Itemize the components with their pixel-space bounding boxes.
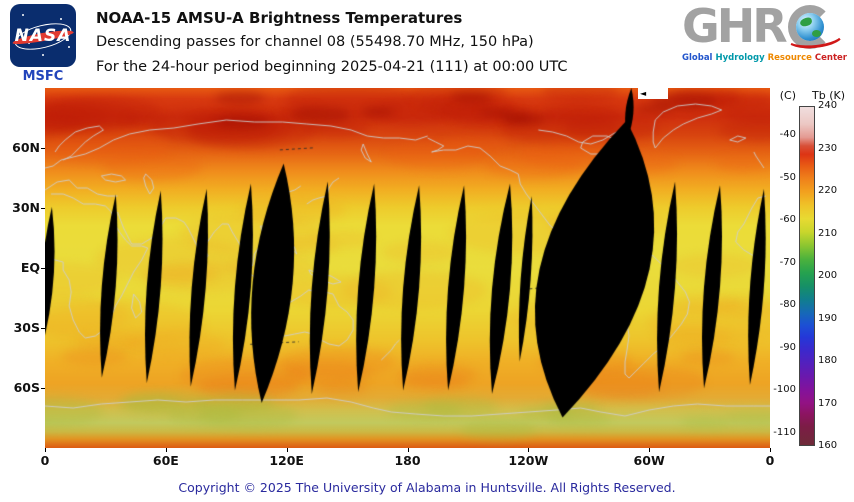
lat-tick	[41, 328, 45, 329]
colorbar-tick-celsius: -110	[773, 426, 796, 438]
brightness-temperature-map	[45, 88, 770, 448]
lon-label: 120E	[269, 453, 304, 468]
ghrc-tagline-word: Center	[814, 53, 847, 63]
lon-tick	[770, 448, 771, 452]
msfc-label: MSFC	[22, 69, 64, 84]
lat-label-60n: 60N	[12, 140, 40, 155]
colorbar-tick-kelvin: 240	[818, 100, 838, 111]
lat-tick	[41, 208, 45, 209]
lon-tick	[649, 448, 651, 452]
colorbar-tick-kelvin: 190	[818, 312, 838, 324]
lat-tick	[41, 388, 45, 389]
lon-label: 120W	[508, 453, 549, 468]
nasa-wordmark: NASA	[14, 26, 72, 46]
page-title: NOAA-15 AMSU-A Brightness Temperatures	[96, 9, 463, 27]
ghrc-tagline: Global Hydrology Resource Center	[682, 53, 852, 63]
ghrc-logo: GHR Global Hydrology Resource Center	[682, 3, 852, 81]
lat-tick	[41, 148, 45, 149]
colorbar	[799, 106, 815, 446]
colorbar-tick-celsius: -80	[779, 299, 796, 311]
lon-label: 60W	[633, 453, 665, 468]
colorbar-tick-kelvin: 220	[818, 185, 838, 196]
lat-label-30s: 30S	[13, 320, 40, 335]
lon-label: 180	[394, 453, 421, 468]
colorbar-celsius-header: (C)	[779, 89, 796, 102]
subtitle-period: For the 24-hour period beginning 2025-04…	[96, 59, 568, 75]
lon-tick	[286, 448, 288, 452]
footer-copyright: Copyright © 2025 The University of Alaba…	[178, 480, 676, 495]
lon-tick	[165, 448, 167, 452]
ghrc-globe-icon	[795, 13, 824, 41]
nasa-stars-icon	[22, 14, 24, 16]
colorbar-tick-celsius: -70	[779, 256, 796, 268]
colorbar-tick-celsius: -40	[779, 129, 796, 141]
colorbar-tick-kelvin: 210	[818, 227, 838, 239]
colorbar-tick-celsius: -100	[773, 384, 796, 396]
colorbar-tick-kelvin: 170	[818, 397, 838, 409]
ghrc-swoosh-icon	[784, 22, 845, 51]
lat-tick	[41, 268, 45, 269]
ghrc-c-ring-icon	[784, 5, 845, 51]
lat-label-30n: 30N	[12, 200, 40, 215]
lon-label: 0	[40, 453, 50, 468]
swath-start-marker: ◄	[638, 88, 669, 99]
colorbar-tick-celsius: -60	[779, 214, 796, 226]
lon-label: 60E	[152, 453, 179, 468]
colorbar-tick-kelvin: 200	[818, 270, 838, 281]
colorbar-tick-celsius: -50	[779, 171, 796, 183]
lat-label-eq: EQ	[20, 260, 40, 275]
colorbar-kelvin-header: Tb (K)	[812, 89, 845, 102]
lat-label-60s: 60S	[13, 380, 40, 395]
subtitle-channel: Descending passes for channel 08 (55498.…	[96, 34, 534, 50]
colorbar-tick-kelvin: 160	[818, 440, 838, 451]
ghrc-tagline-word: Global	[682, 53, 713, 63]
ghrc-letters: GHR	[682, 0, 788, 53]
lon-label: 0	[765, 453, 775, 468]
colorbar-tick-kelvin: 180	[818, 355, 838, 366]
nasa-logo: NASA	[10, 4, 76, 67]
lon-tick	[45, 448, 46, 452]
lon-tick	[407, 448, 409, 452]
lon-tick	[528, 448, 530, 452]
left-arrow-icon: ◄	[640, 89, 647, 98]
ghrc-wordmark: GHR	[682, 0, 852, 53]
ghrc-tagline-word: Resource	[767, 53, 812, 63]
ghrc-tagline-word: Hydrology	[715, 53, 765, 63]
colorbar-tick-kelvin: 230	[818, 142, 838, 154]
colorbar-tick-celsius: -90	[779, 341, 796, 353]
